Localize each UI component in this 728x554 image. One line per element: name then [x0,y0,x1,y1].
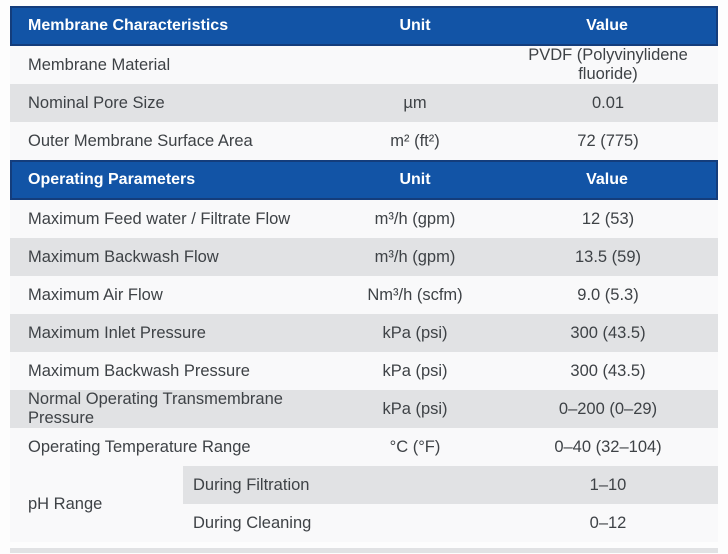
value-column-header: Value [586,171,628,188]
table-row: Nominal Pore Size µm 0.01 [10,84,718,122]
ph-range-group: pH Range During Filtration 1–10 During C… [10,466,718,542]
row-unit: kPa (psi) [382,323,448,342]
row-label: Membrane Material [28,55,171,74]
row-value: PVDF (Polyvinylidene fluoride) [528,46,688,83]
value-column-header: Value [586,17,628,34]
ph-sub-row-label: During Cleaning [193,513,312,532]
row-unit: kPa (psi) [382,399,448,418]
ph-range-subrows: During Filtration 1–10 During Cleaning 0… [183,466,718,542]
table-row: Normal Operating Transmembrane Pressure … [10,390,718,428]
section-title: Membrane Characteristics [28,17,229,34]
ph-sub-row-label: During Filtration [193,475,310,494]
ph-sub-row: During Filtration 1–10 [183,466,718,504]
row-value: 13.5 (59) [574,247,642,266]
row-value: 72 (775) [577,131,639,150]
row-label: Operating Temperature Range [28,437,251,456]
row-value: 12 (53) [581,209,635,228]
row-unit: Nm³/h (scfm) [367,285,463,304]
row-value: 300 (43.5) [570,323,646,342]
row-value: 9.0 (5.3) [577,285,639,304]
row-label: Outer Membrane Surface Area [28,131,253,150]
table-row: Maximum Inlet Pressure kPa (psi) 300 (43… [10,314,718,352]
ph-sub-row-value: 1–10 [589,475,627,494]
table-row: Operating Temperature Range °C (°F) 0–40… [10,428,718,466]
ph-range-label: pH Range [10,466,183,542]
row-value: 300 (43.5) [570,361,646,380]
ph-sub-row: During Cleaning 0–12 [183,504,718,542]
unit-column-header: Unit [399,17,431,34]
row-value: 0.01 [591,93,625,112]
row-unit: °C (°F) [389,437,441,456]
row-value: 0–200 (0–29) [558,399,658,418]
section-title: Operating Parameters [28,171,196,188]
row-unit: kPa (psi) [382,361,448,380]
row-unit: m³/h (gpm) [374,247,456,266]
row-unit: m² (ft²) [390,131,440,150]
table-row: Maximum Air Flow Nm³/h (scfm) 9.0 (5.3) [10,276,718,314]
table-row: Maximum Feed water / Filtrate Flow m³/h … [10,200,718,238]
table-row: Maximum Backwash Flow m³/h (gpm) 13.5 (5… [10,238,718,276]
row-unit: µm [403,93,427,112]
table-row: Maximum Backwash Pressure kPa (psi) 300 … [10,352,718,390]
section-header-membrane-characteristics: Membrane Characteristics Unit Value [10,6,718,46]
row-label: Maximum Air Flow [28,285,163,304]
row-unit: m³/h (gpm) [374,209,456,228]
table-bottom-strip [10,548,718,553]
row-label: Normal Operating Transmembrane Pressure [28,390,283,427]
unit-column-header: Unit [399,171,431,188]
row-label: Maximum Inlet Pressure [28,323,206,342]
table-row: Membrane Material PVDF (Polyvinylidene f… [10,46,718,84]
section-header-operating-parameters: Operating Parameters Unit Value [10,160,718,200]
row-label: Maximum Backwash Flow [28,247,219,266]
row-value: 0–40 (32–104) [554,437,662,456]
row-label: Maximum Backwash Pressure [28,361,250,380]
specification-table: Membrane Characteristics Unit Value Memb… [10,6,718,553]
ph-sub-row-value: 0–12 [589,513,627,532]
row-label: Maximum Feed water / Filtrate Flow [28,209,291,228]
row-label: Nominal Pore Size [28,93,165,112]
table-row: Outer Membrane Surface Area m² (ft²) 72 … [10,122,718,160]
